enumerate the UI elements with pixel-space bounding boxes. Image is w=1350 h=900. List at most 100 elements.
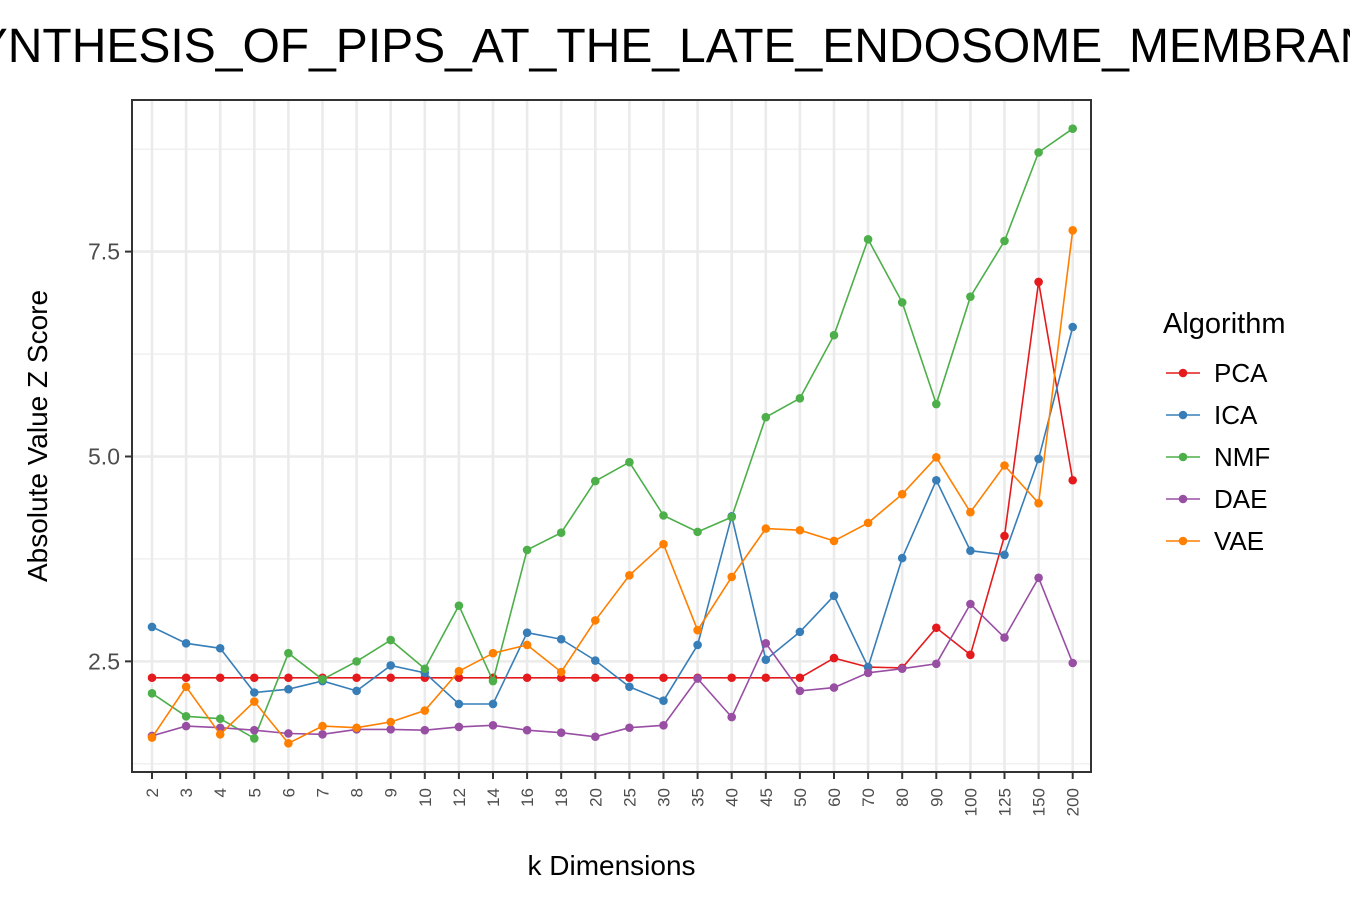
x-tick-label: 20 [586, 788, 605, 807]
data-point-pca [147, 673, 157, 683]
data-point-ica [352, 686, 361, 696]
data-point-vae [215, 730, 225, 739]
data-point-vae [386, 717, 396, 727]
data-point-pca [522, 673, 532, 683]
y-tick-label: 2.5 [88, 648, 120, 674]
data-point-vae [181, 682, 191, 692]
x-tick-label: 30 [655, 788, 674, 807]
legend-key-point [1178, 536, 1188, 546]
data-point-dae [897, 664, 907, 674]
data-point-vae [352, 723, 361, 733]
data-point-nmf [625, 457, 634, 467]
data-point-ica [761, 655, 771, 665]
grid [132, 100, 1091, 772]
x-tick-label: 16 [518, 788, 537, 807]
data-point-pca [625, 673, 634, 683]
series-vae [147, 226, 1077, 748]
series-line-ica [151, 326, 1074, 705]
data-point-dae [1068, 658, 1077, 668]
data-point-ica [932, 475, 941, 485]
data-point-pca [727, 673, 736, 683]
data-point-pca [932, 623, 941, 633]
x-tick-label: 14 [484, 788, 503, 807]
data-point-ica [454, 699, 464, 709]
x-tick-label: 25 [620, 788, 639, 807]
data-point-nmf [727, 512, 736, 522]
data-point-vae [693, 625, 702, 635]
data-point-pca [1000, 531, 1009, 541]
data-point-nmf [556, 528, 566, 538]
data-point-vae [829, 536, 839, 546]
data-point-ica [829, 591, 839, 601]
data-point-dae [863, 668, 873, 678]
legend-item-vae: VAE [1166, 526, 1264, 556]
series-line-pca [152, 281, 1074, 679]
x-tick-label: 40 [723, 788, 742, 807]
data-point-nmf [420, 664, 430, 674]
legend-key-point [1178, 494, 1188, 504]
data-point-nmf [932, 399, 941, 409]
legend-label: PCA [1214, 358, 1268, 388]
x-tick-label: 8 [348, 788, 367, 797]
legend-label: DAE [1214, 484, 1267, 514]
legend-item-ica: ICA [1166, 400, 1258, 430]
x-tick-label: 12 [450, 788, 469, 807]
data-point-nmf [488, 676, 498, 686]
data-point-vae [284, 739, 293, 748]
data-point-ica [693, 640, 702, 650]
data-point-pca [795, 673, 805, 683]
y-axis: 2.5 5.0 7.5 [88, 239, 132, 674]
x-tick-label: 3 [177, 788, 196, 797]
data-point-nmf [352, 657, 361, 666]
x-tick-label: 125 [996, 788, 1015, 816]
data-point-ica [1068, 322, 1077, 332]
data-point-vae [1034, 498, 1043, 508]
data-point-dae [386, 725, 396, 734]
x-tick-label: 100 [961, 788, 980, 816]
data-point-pca [352, 673, 361, 683]
data-point-ica [284, 684, 293, 694]
data-point-dae [488, 720, 498, 730]
data-point-ica [556, 634, 566, 644]
data-point-pca [1034, 277, 1043, 287]
legend-label: VAE [1214, 526, 1264, 556]
data-point-vae [932, 453, 941, 462]
legend-item-nmf: NMF [1166, 442, 1270, 472]
data-point-dae [795, 686, 805, 696]
data-point-dae [1000, 633, 1009, 642]
x-tick-label: 200 [1064, 788, 1083, 816]
data-point-dae [284, 729, 293, 738]
x-tick-label: 80 [893, 788, 912, 807]
data-point-pca [966, 650, 975, 660]
x-tick-label: 90 [927, 788, 946, 807]
data-point-ica [147, 622, 157, 632]
data-point-vae [454, 666, 464, 676]
data-point-vae [1000, 461, 1009, 470]
data-point-nmf [829, 330, 839, 340]
data-point-vae [897, 489, 907, 499]
chart-title: SYNTHESIS_OF_PIPS_AT_THE_LATE_ENDOSOME_M… [0, 20, 1350, 73]
data-point-nmf [250, 734, 259, 743]
data-point-dae [591, 732, 600, 742]
series-ica [147, 322, 1077, 709]
data-point-nmf [1000, 236, 1009, 246]
data-point-nmf [318, 675, 327, 684]
y-axis-title: Absolute Value Z Score [22, 290, 53, 582]
data-point-nmf [1034, 148, 1043, 157]
data-point-pca [250, 673, 259, 683]
data-point-vae [1068, 226, 1077, 235]
data-point-nmf [1068, 124, 1077, 133]
data-point-nmf [795, 394, 805, 403]
legend-label: NMF [1214, 442, 1270, 472]
series-pca [147, 277, 1077, 683]
data-point-ica [215, 643, 225, 653]
data-point-vae [863, 518, 873, 528]
data-point-dae [181, 721, 191, 731]
x-tick-label: 9 [382, 788, 401, 797]
data-point-dae [215, 723, 225, 733]
y-tick-label: 7.5 [88, 239, 120, 265]
data-point-ica [522, 628, 532, 637]
series-line-dae [151, 575, 1074, 738]
data-point-pca [659, 673, 668, 683]
x-tick-label: 5 [245, 788, 264, 797]
